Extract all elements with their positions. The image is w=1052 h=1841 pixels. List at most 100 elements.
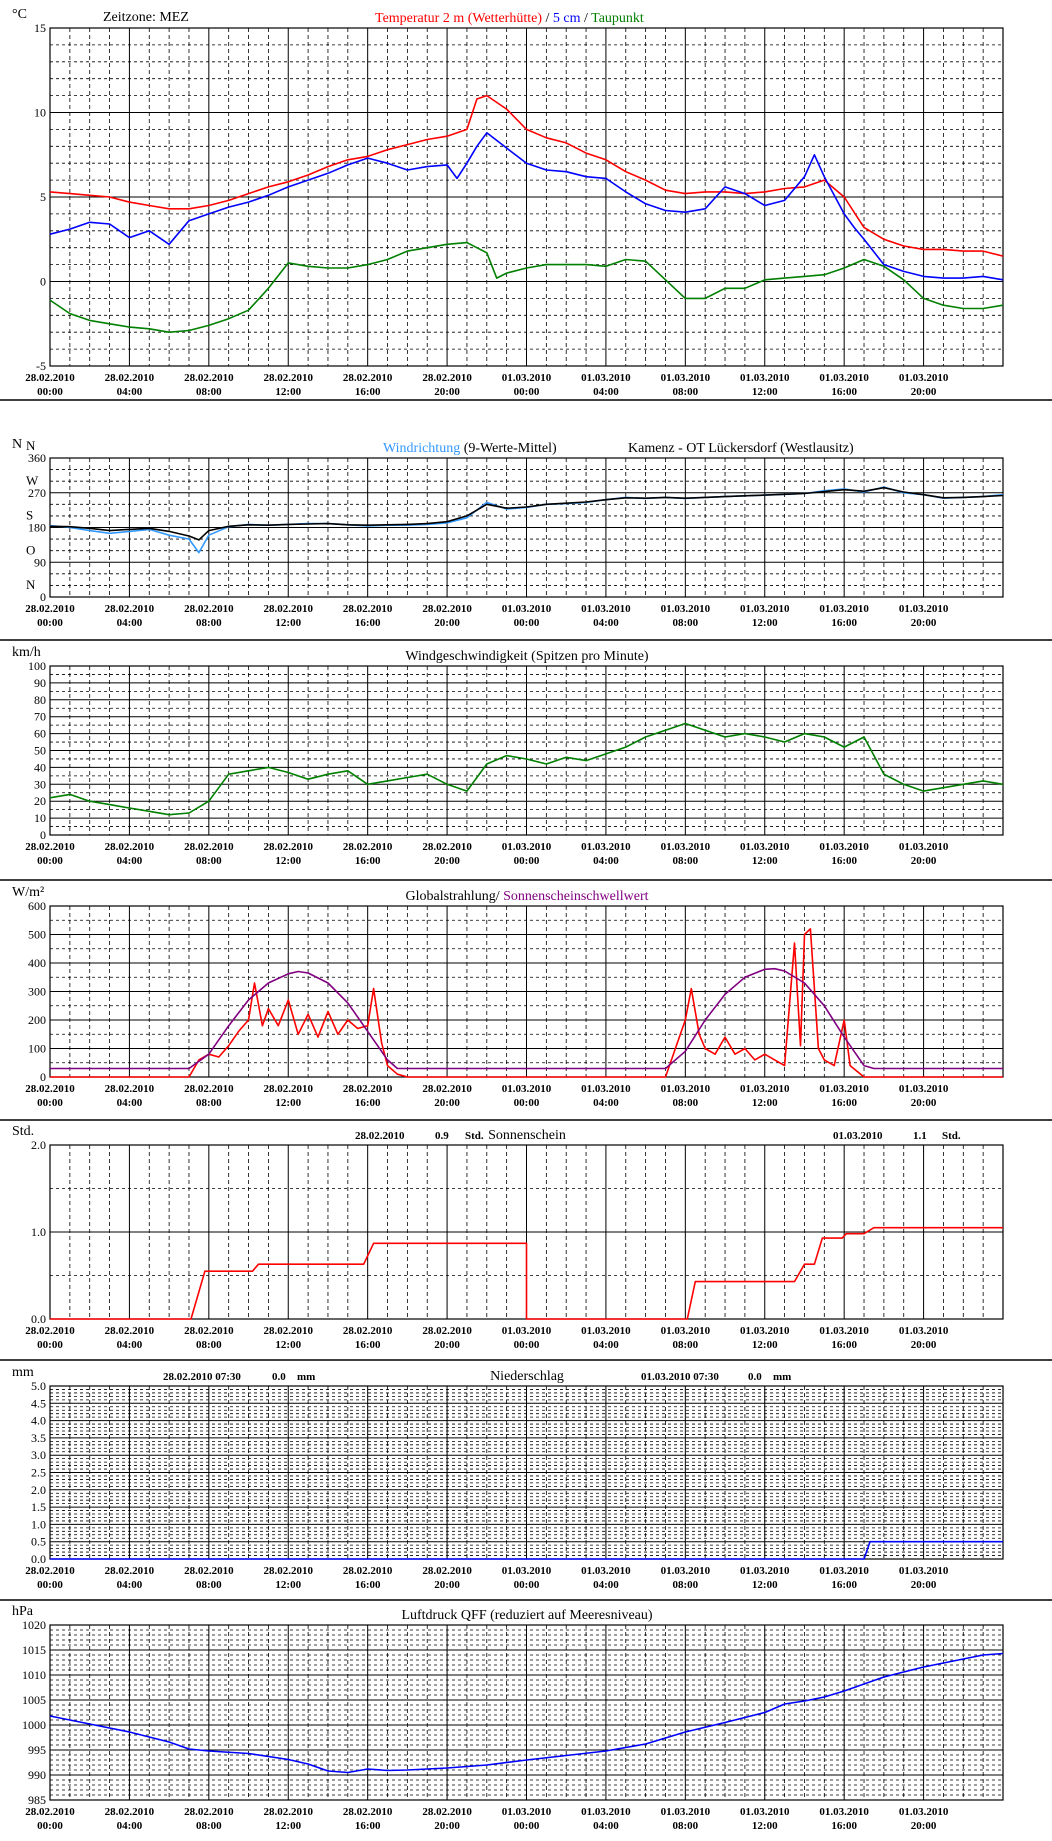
x-tick-date: 01.03.2010	[899, 1806, 949, 1818]
x-tick-time: 16:00	[831, 617, 857, 629]
x-tick-date: 01.03.2010	[819, 1083, 869, 1095]
title-part: 5 cm	[553, 11, 581, 26]
x-tick-date: 01.03.2010	[661, 1325, 711, 1337]
annotation-unit: Std.	[942, 1130, 961, 1142]
y-unit-label: km/h	[12, 645, 41, 660]
y-tick-label: 5	[40, 190, 46, 204]
y-tick-label: 15	[34, 21, 46, 35]
x-tick-time: 16:00	[355, 855, 381, 867]
x-tick-time: 20:00	[434, 1579, 460, 1591]
x-tick-date: 28.02.2010	[184, 1083, 234, 1095]
x-tick-time: 08:00	[672, 1820, 698, 1832]
title-part: /	[581, 11, 592, 26]
x-tick-time: 12:00	[752, 1097, 778, 1109]
title-part: Niederschlag	[490, 1369, 564, 1384]
x-tick-time: 12:00	[275, 1339, 301, 1351]
x-tick-time: 08:00	[672, 617, 698, 629]
y-tick-label: 1000	[22, 1718, 46, 1732]
x-tick-time: 04:00	[593, 1579, 619, 1591]
chart-title: Windgeschwindigkeit (Spitzen pro Minute)	[405, 649, 649, 664]
x-tick-time: 16:00	[831, 1097, 857, 1109]
x-tick-date: 01.03.2010	[899, 1325, 949, 1337]
chart-title: Sonnenschein	[488, 1128, 566, 1143]
x-tick-date: 28.02.2010	[264, 372, 314, 384]
annotation-value: 1.1	[913, 1130, 927, 1142]
series-line	[49, 722, 1004, 816]
x-tick-time: 00:00	[514, 617, 540, 629]
annotation-unit: mm	[297, 1371, 315, 1383]
x-tick-date: 01.03.2010	[899, 372, 949, 384]
annotation-unit: Std.	[465, 1130, 484, 1142]
x-tick-time: 08:00	[672, 1097, 698, 1109]
x-tick-date: 01.03.2010	[740, 1565, 790, 1577]
y-tick-label: 270	[28, 486, 46, 500]
y-unit-label: W/m²	[12, 885, 44, 900]
x-tick-time: 00:00	[514, 1820, 540, 1832]
title-part: Globalstrahlung/	[405, 889, 503, 904]
x-tick-date: 28.02.2010	[264, 1806, 314, 1818]
x-tick-date: 28.02.2010	[264, 1325, 314, 1337]
x-tick-date: 01.03.2010	[819, 603, 869, 615]
x-tick-time: 16:00	[831, 1339, 857, 1351]
x-tick-date: 28.02.2010	[25, 603, 75, 615]
x-tick-time: 12:00	[752, 386, 778, 398]
y-unit-label: mm	[12, 1365, 34, 1380]
y-tick-label: 985	[28, 1793, 46, 1807]
y-tick-label: 10	[34, 811, 46, 825]
y-tick-label: 100	[28, 1042, 46, 1056]
chart-title: Globalstrahlung/ Sonnenscheinschwellwert	[405, 889, 648, 904]
y-tick-label: 995	[28, 1743, 46, 1757]
x-tick-time: 12:00	[275, 855, 301, 867]
annotation-date: 01.03.2010 07:30	[641, 1371, 719, 1383]
x-tick-date: 28.02.2010	[422, 1325, 472, 1337]
x-tick-time: 08:00	[196, 1820, 222, 1832]
x-tick-date: 28.02.2010	[105, 1083, 155, 1095]
x-tick-time: 00:00	[37, 855, 63, 867]
x-tick-date: 28.02.2010	[25, 1083, 75, 1095]
x-tick-date: 01.03.2010	[581, 1083, 631, 1095]
x-tick-time: 04:00	[117, 617, 143, 629]
y-tick-label: 5.0	[31, 1379, 46, 1393]
series-line	[49, 241, 1004, 333]
x-tick-time: 16:00	[831, 386, 857, 398]
x-tick-time: 12:00	[275, 1097, 301, 1109]
x-tick-date: 01.03.2010	[819, 841, 869, 853]
chart-title: Temperatur 2 m (Wetterhütte) / 5 cm / Ta…	[375, 11, 644, 26]
x-tick-time: 08:00	[196, 1579, 222, 1591]
y-tick-label: 10	[34, 106, 46, 120]
x-tick-date: 01.03.2010	[740, 1325, 790, 1337]
x-tick-date: 01.03.2010	[581, 1565, 631, 1577]
x-tick-time: 16:00	[831, 1820, 857, 1832]
x-tick-time: 16:00	[831, 1579, 857, 1591]
y-tick-label: 2.5	[31, 1466, 46, 1480]
x-tick-time: 04:00	[593, 1820, 619, 1832]
compass-label: O	[26, 542, 35, 557]
x-tick-time: 12:00	[752, 1820, 778, 1832]
title-part: /	[542, 11, 553, 26]
x-tick-date: 28.02.2010	[184, 1565, 234, 1577]
y-tick-label: 1.0	[31, 1517, 46, 1531]
x-tick-time: 12:00	[752, 855, 778, 867]
x-tick-time: 20:00	[911, 1097, 937, 1109]
x-tick-time: 04:00	[593, 617, 619, 629]
x-tick-date: 01.03.2010	[661, 372, 711, 384]
x-tick-time: 12:00	[275, 1579, 301, 1591]
title-part: Windgeschwindigkeit (Spitzen pro Minute)	[405, 649, 649, 664]
series-line	[50, 1540, 1003, 1560]
x-tick-date: 01.03.2010	[581, 841, 631, 853]
series-line	[50, 967, 1003, 1070]
x-tick-date: 01.03.2010	[502, 841, 552, 853]
x-tick-time: 00:00	[37, 1820, 63, 1832]
series-line	[50, 1226, 1003, 1320]
compass-label: N	[26, 577, 36, 592]
title-part: Taupunkt	[591, 11, 644, 26]
x-tick-date: 01.03.2010	[661, 1806, 711, 1818]
x-tick-time: 16:00	[355, 1579, 381, 1591]
chart-title: Windrichtung (9-Werte-Mittel)	[383, 441, 557, 456]
x-tick-date: 28.02.2010	[264, 603, 314, 615]
series-line	[49, 94, 1004, 257]
plot-frame	[49, 27, 1004, 367]
x-tick-date: 01.03.2010	[661, 1565, 711, 1577]
x-tick-date: 01.03.2010	[740, 1806, 790, 1818]
